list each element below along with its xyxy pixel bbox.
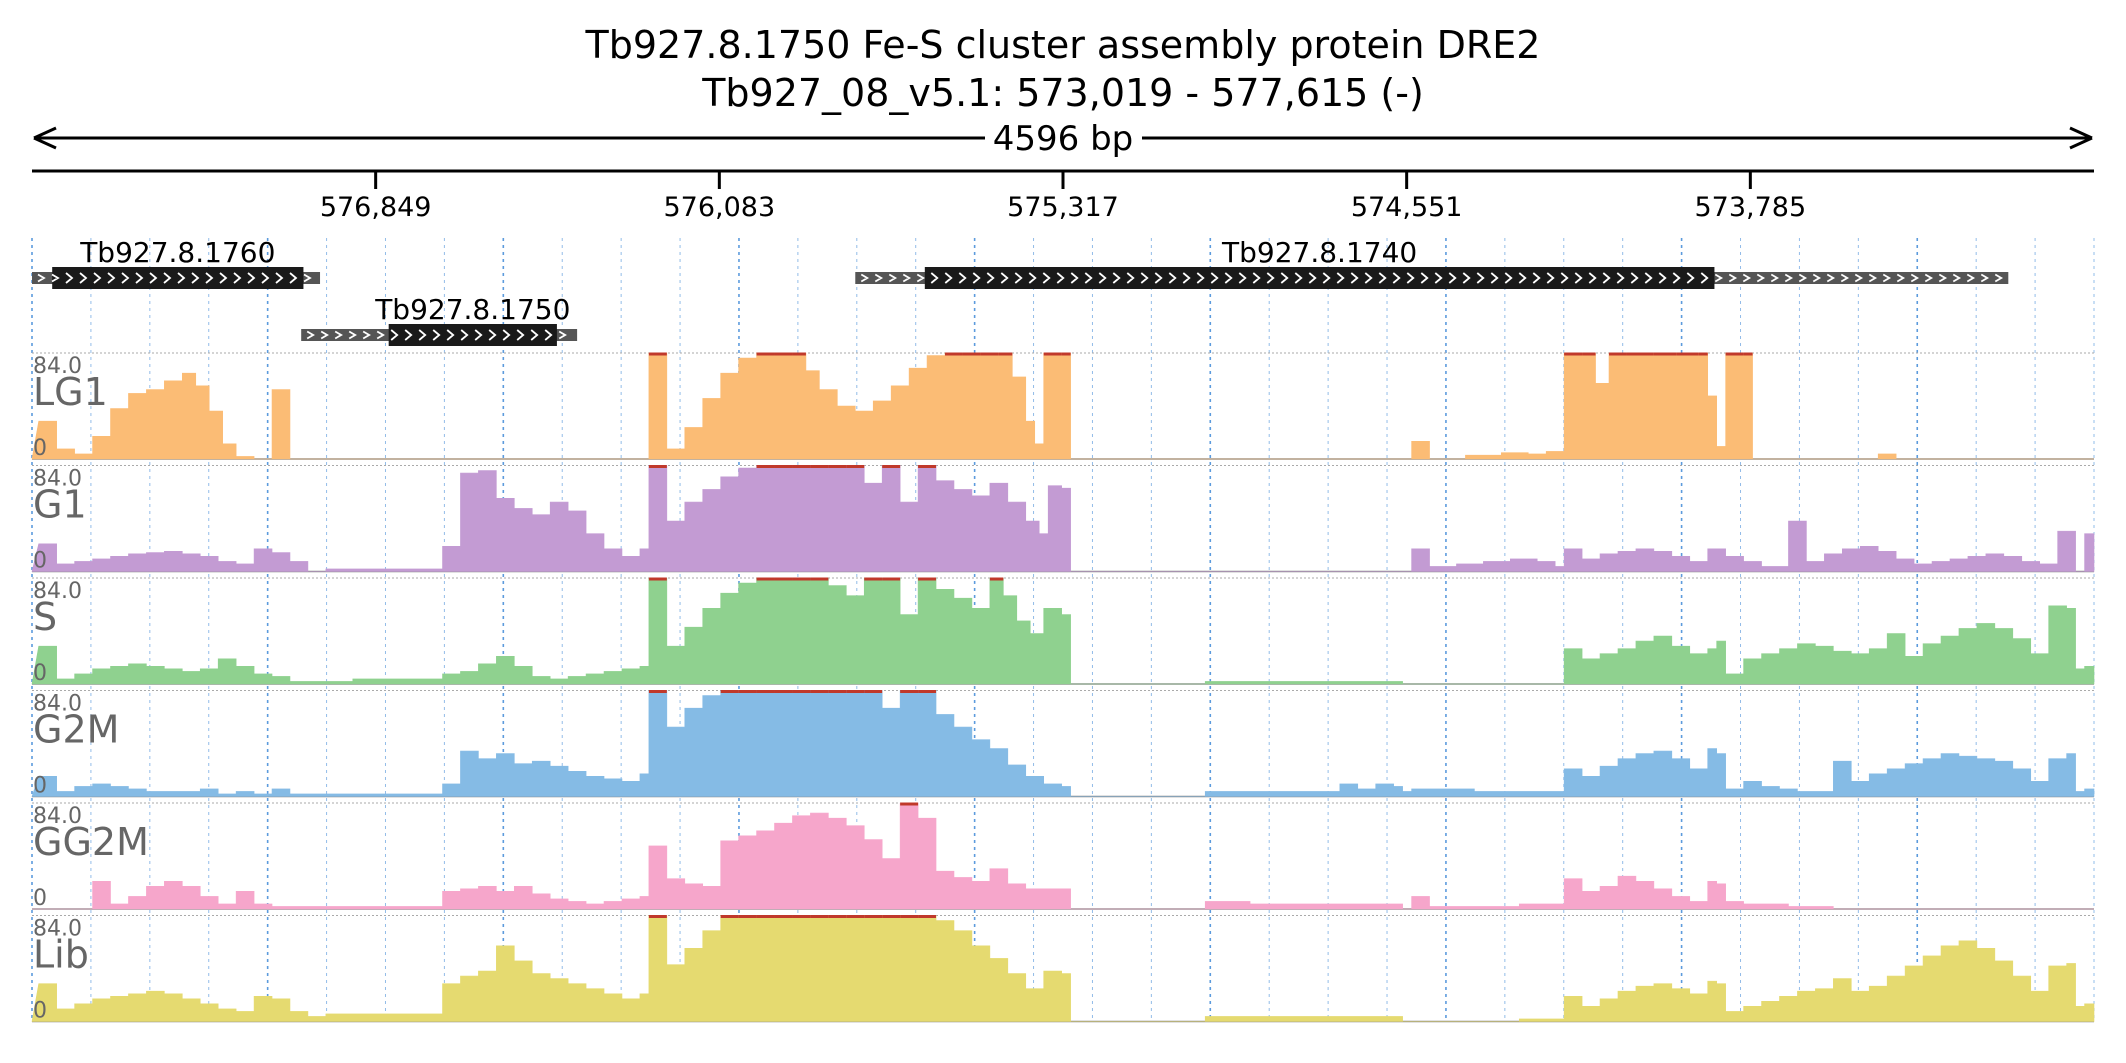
ruler-ticks: 576,849 576,083 575,317 574,551 573,785	[320, 171, 1806, 223]
span-length-label: 4596 bp	[993, 119, 1134, 159]
y-max-label: 84.0	[33, 579, 82, 604]
track-name: S	[33, 595, 57, 639]
ruler-tick-label-1: 576,083	[664, 192, 776, 223]
gene-label: Tb927.8.1740	[1221, 236, 1417, 269]
ruler-tick-label-3: 574,551	[1351, 192, 1463, 223]
ruler-tick-label-2: 575,317	[1007, 192, 1119, 223]
y-max-label: 84.0	[33, 467, 82, 492]
coverage-area	[31, 915, 2095, 1022]
y-max-label: 84.0	[33, 804, 82, 829]
gene-Tb927-8-1750[interactable]: Tb927.8.1750	[301, 293, 578, 346]
track-g1: 84.0 0 G1	[31, 465, 2095, 574]
coverage-area	[31, 352, 2094, 460]
gene-cds	[924, 267, 1715, 289]
gene-models: Tb927.8.1760 Tb927.8.1750 Tb927.8.1740	[32, 236, 2009, 346]
track-name: GG2M	[33, 820, 149, 864]
y-max-label: 84.0	[33, 692, 82, 717]
ruler-tick-label-0: 576,849	[320, 192, 432, 223]
coverage-tracks: 84.00LG184.00G184.00S84.00G2M84.00GG2M84…	[31, 352, 2095, 1024]
gene-label: Tb927.8.1750	[374, 293, 570, 326]
y-min-label: 0	[33, 999, 47, 1024]
span-arrow	[33, 126, 2093, 150]
left-arrowhead-icon	[33, 126, 57, 150]
y-min-label: 0	[33, 549, 47, 574]
track-name: LG1	[33, 370, 108, 414]
track-gg2m: 84.0 0 GG2M	[32, 802, 2094, 911]
track-s: 84.0 0 S	[31, 577, 2095, 686]
y-max-label: 84.0	[33, 354, 82, 379]
gene-label: Tb927.8.1760	[79, 236, 275, 269]
track-name: G2M	[33, 708, 119, 752]
track-name: Lib	[33, 933, 89, 977]
strand-chevron-icon	[37, 272, 312, 284]
coverage-area	[31, 690, 2095, 797]
y-min-label: 0	[33, 436, 47, 461]
coverage-area	[31, 577, 2095, 685]
track-lg1: 84.0 0 LG1	[31, 352, 2094, 461]
right-arrowhead-icon	[2069, 126, 2093, 150]
gene-Tb927-8-1760[interactable]: Tb927.8.1760	[32, 236, 321, 289]
gene-title: Tb927.8.1750 Fe-S cluster assembly prote…	[585, 23, 1541, 67]
y-max-label: 84.0	[33, 917, 82, 942]
y-min-label: 0	[33, 774, 47, 799]
gene-Tb927-8-1740[interactable]: Tb927.8.1740	[855, 236, 2009, 289]
y-min-label: 0	[33, 661, 47, 686]
strand-chevron-icon	[860, 272, 2004, 284]
gene-cds	[52, 267, 304, 289]
gene-location: Tb927_08_v5.1: 573,019 - 577,615 (-)	[701, 71, 1424, 115]
track-name: G1	[33, 483, 87, 527]
gene-cds	[388, 324, 557, 346]
strand-chevron-icon	[306, 329, 567, 341]
track-lib: 84.0 0 Lib	[31, 915, 2095, 1024]
coverage-area	[31, 465, 2095, 572]
coverage-area	[32, 802, 2094, 910]
track-g2m: 84.0 0 G2M	[31, 690, 2095, 799]
y-min-label: 0	[33, 886, 47, 911]
ruler-tick-label-4: 573,785	[1695, 192, 1807, 223]
